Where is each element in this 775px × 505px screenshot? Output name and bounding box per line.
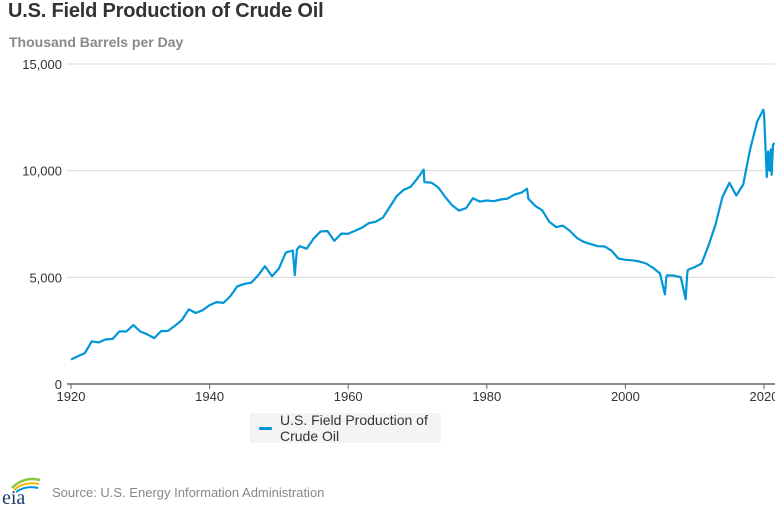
y-tick-label: 15,000 <box>22 57 62 72</box>
series-line-0 <box>70 108 775 361</box>
y-axis-unit-label: Thousand Barrels per Day <box>9 34 184 50</box>
eia-logo: eia <box>2 477 41 505</box>
x-tick-label: 2020 <box>750 389 775 404</box>
source-note: Source: U.S. Energy Information Administ… <box>52 485 325 500</box>
x-tick-label: 2000 <box>611 389 640 404</box>
x-tick-label: 1920 <box>57 389 86 404</box>
y-tick-label: 10,000 <box>22 164 62 179</box>
legend-label: U.S. Field Production of Crude Oil <box>279 412 428 444</box>
legend-swatch <box>259 426 272 430</box>
legend[interactable]: U.S. Field Production of Crude Oil <box>250 412 441 444</box>
y-tick-label: 5,000 <box>29 270 62 285</box>
x-tick-label: 1940 <box>195 389 224 404</box>
chart-title: U.S. Field Production of Crude Oil <box>8 0 324 22</box>
svg-text:eia: eia <box>2 487 25 505</box>
x-tick-label: 1960 <box>334 389 363 404</box>
x-tick-label: 1980 <box>472 389 501 404</box>
y-tick-label: 0 <box>55 377 62 392</box>
